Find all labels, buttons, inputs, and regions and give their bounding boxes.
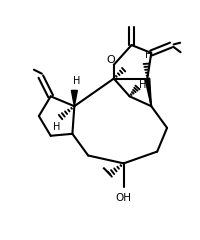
Text: OH: OH (116, 193, 132, 203)
Polygon shape (71, 90, 77, 106)
Text: H: H (145, 50, 152, 60)
Polygon shape (145, 78, 151, 106)
Text: O: O (106, 55, 115, 65)
Text: H: H (53, 122, 60, 132)
Text: H: H (139, 80, 146, 90)
Text: H: H (73, 77, 80, 86)
